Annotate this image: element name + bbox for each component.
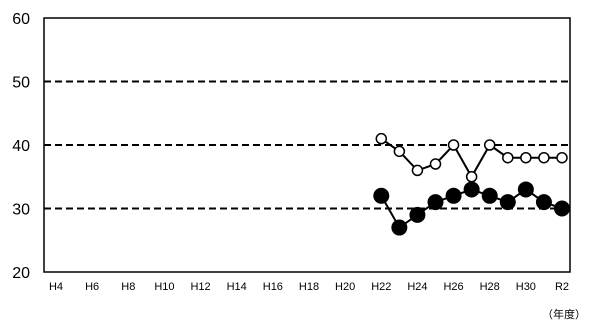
- x-tick-label-H30: H30: [516, 281, 536, 293]
- x-axis-tick-labels: H4 H6 H8 H10 H12 H14 H16 H18 H20 H22 H24 H26 H28 H30 R…: [49, 281, 569, 293]
- x-tick-label-H26: H26: [443, 281, 463, 293]
- series-2-point-H28: [481, 187, 498, 204]
- series-2-point-H26: [445, 187, 462, 204]
- y-tick-label-60: 60: [12, 11, 30, 28]
- x-tick-label-H22: H22: [371, 281, 391, 293]
- plot-area-frame: [43, 17, 571, 273]
- series-1-point-H22: [375, 132, 388, 145]
- x-tick-label-H6: H6: [85, 281, 99, 293]
- series-1-point-H26: [447, 139, 460, 151]
- y-tick-label-20: 20: [12, 265, 30, 282]
- series-2: [373, 181, 570, 236]
- series-2-point-R1: [535, 194, 552, 211]
- series-2-point-H24: [409, 206, 426, 223]
- y-tick-label-50: 50: [12, 75, 30, 92]
- x-tick-label-R2: R2: [555, 281, 569, 293]
- x-tick-label-H4: H4: [49, 281, 63, 293]
- x-tick-label-H24: H24: [407, 281, 427, 293]
- x-tick-label-H10: H10: [154, 281, 174, 293]
- x-tick-label-H14: H14: [227, 281, 247, 293]
- x-tick-label-H12: H12: [190, 281, 210, 293]
- series-2-point-H29: [499, 194, 516, 211]
- x-tick-label-H28: H28: [480, 281, 500, 293]
- series-1: [375, 132, 568, 183]
- series-1-point-H29: [502, 151, 514, 164]
- x-tick-label-H20: H20: [335, 281, 355, 293]
- x-tick-label-H18: H18: [299, 281, 319, 293]
- series-1-point-H24: [411, 164, 424, 177]
- series-group: [373, 132, 570, 236]
- series-1-point-H27: [465, 171, 478, 183]
- y-tick-label-40: 40: [12, 138, 30, 155]
- series-2-point-R2: [554, 200, 570, 217]
- y-tick-label-30: 30: [12, 202, 30, 219]
- series-2-point-H30: [517, 181, 534, 198]
- series-2-point-H22: [373, 187, 390, 204]
- y-axis-tick-labels: 20 30 40 50 60: [12, 11, 30, 282]
- series-1-point-R2: [556, 151, 568, 164]
- x-tick-label-H16: H16: [263, 281, 283, 293]
- x-axis-unit-label: （年度）: [542, 307, 586, 321]
- series-1-point-H30: [520, 151, 532, 164]
- series-1-point-H23: [393, 145, 406, 158]
- series-2-point-H23: [391, 219, 408, 236]
- series-1-point-H28: [483, 139, 496, 151]
- series-2-point-H25: [427, 194, 444, 211]
- series-1-point-R1: [538, 151, 550, 164]
- x-tick-label-H8: H8: [121, 281, 135, 293]
- series-2-point-H27: [463, 181, 480, 198]
- series-1-point-H25: [429, 158, 442, 170]
